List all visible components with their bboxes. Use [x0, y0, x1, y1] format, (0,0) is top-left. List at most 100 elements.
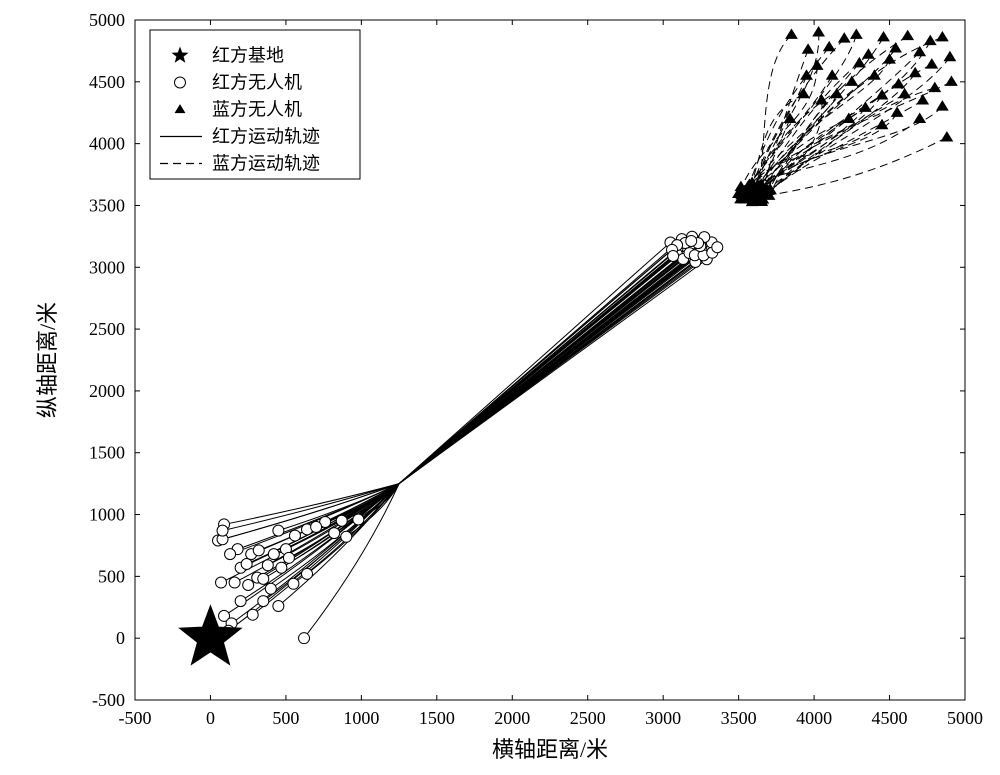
blue-uav-marker — [843, 114, 854, 123]
blue-uav-marker — [884, 54, 895, 63]
red-trajectory — [241, 259, 694, 567]
y-axis-label: 纵轴距离/米 — [35, 302, 60, 418]
legend-label: 红方无人机 — [212, 73, 302, 93]
y-tick-label: 2000 — [89, 381, 125, 401]
blue-uav-marker — [917, 95, 928, 104]
blue-uav-marker — [890, 43, 901, 52]
red-trajectory — [316, 245, 677, 527]
legend: 红方基地红方无人机蓝方无人机红方运动轨迹蓝方运动轨迹 — [150, 30, 360, 179]
y-tick-label: -500 — [92, 690, 125, 710]
blue-uav-marker — [902, 31, 913, 40]
y-tick-label: 3000 — [89, 257, 125, 277]
legend-label: 蓝方运动轨迹 — [212, 154, 320, 174]
legend-label: 红方运动轨迹 — [212, 127, 320, 147]
blue-uav-marker — [944, 52, 955, 61]
chart-svg: -500 0 500 1000 1500 2000 2500 3000 3500 4000 4500… — [0, 0, 1000, 775]
blue-trajectory — [752, 37, 943, 190]
y-tick-label: 5000 — [89, 10, 125, 30]
blue-uav-marker — [846, 76, 857, 85]
red-uav-marker — [247, 609, 258, 620]
blue-uav-marker — [801, 70, 812, 79]
red-uav-marker — [283, 552, 294, 563]
x-tick-label: 3000 — [645, 708, 681, 728]
blue-uav-marker — [899, 89, 910, 98]
y-tick-label: 4500 — [89, 72, 125, 92]
blue-uav-marker — [813, 27, 824, 36]
blue-trajectory — [745, 137, 947, 199]
legend-circle-icon — [175, 77, 186, 88]
blue-uav-marker — [851, 29, 862, 38]
red-uav-marker — [273, 525, 284, 536]
blue-uav-marker — [926, 59, 937, 68]
blue-uav-marker — [860, 102, 871, 111]
x-tick-label: 0 — [206, 708, 215, 728]
red-uav-marker — [329, 528, 340, 539]
red-uav-marker — [353, 514, 364, 525]
x-tick-label: 1000 — [343, 708, 379, 728]
blue-uav-marker — [878, 32, 889, 41]
blue-uav-marker — [812, 60, 823, 69]
blue-uav-marker — [910, 68, 921, 77]
red-trajectory — [223, 246, 704, 539]
red-uav-marker — [258, 573, 269, 584]
x-axis-label: 横轴距离/米 — [492, 737, 608, 762]
blue-trajectory — [758, 57, 950, 197]
blue-uav-marker — [937, 101, 948, 110]
red-uav-marker — [311, 521, 322, 532]
red-uav-marker — [336, 515, 347, 526]
blue-uav-marker — [937, 32, 948, 41]
red-uav-marker — [273, 601, 284, 612]
trajectory-chart: -500 0 500 1000 1500 2000 2500 3000 3500 4000 4500… — [0, 0, 1000, 775]
base-star-marker — [180, 606, 242, 665]
blue-uav-marker — [824, 42, 835, 51]
y-tick-label: 1000 — [89, 505, 125, 525]
blue-uav-marker — [914, 47, 925, 56]
red-uav-end-marker — [668, 251, 679, 262]
legend-label: 红方基地 — [212, 46, 284, 66]
blue-uav-marker — [786, 29, 797, 38]
red-uav-marker — [216, 577, 227, 588]
legend-label: 蓝方无人机 — [212, 100, 302, 120]
x-tick-label: -500 — [119, 708, 152, 728]
red-uav-marker — [265, 583, 276, 594]
y-tick-label: 0 — [116, 628, 125, 648]
y-tick-label: 500 — [98, 566, 125, 586]
x-tick-label: 2000 — [494, 708, 530, 728]
blue-uav-marker — [839, 33, 850, 42]
x-tick-label: 1500 — [419, 708, 455, 728]
blue-trajectory — [758, 41, 931, 186]
red-uav-marker — [225, 549, 236, 560]
red-uav-marker — [229, 577, 240, 588]
red-uav-marker — [243, 580, 254, 591]
blue-uav-marker — [941, 132, 952, 141]
red-trajectory — [278, 256, 673, 531]
red-trajectory — [223, 239, 694, 530]
x-tick-label: 2500 — [570, 708, 606, 728]
red-uav-marker — [288, 578, 299, 589]
red-uav-marker — [276, 562, 287, 573]
red-trajectory — [295, 250, 672, 536]
red-uav-marker — [268, 549, 279, 560]
red-uav-marker — [262, 560, 273, 571]
x-tick-label: 3500 — [721, 708, 757, 728]
blue-uav-marker — [925, 36, 936, 45]
red-uav-marker — [217, 525, 228, 536]
red-uav-marker — [235, 596, 246, 607]
y-tick-label: 3500 — [89, 195, 125, 215]
blue-uav-marker — [914, 114, 925, 123]
x-tick-label: 4000 — [796, 708, 832, 728]
red-uav-marker — [341, 531, 352, 542]
red-trajectory — [268, 237, 692, 565]
x-tick-label: 500 — [272, 708, 299, 728]
y-tick-label: 1500 — [89, 443, 125, 463]
red-uav-marker — [258, 596, 269, 607]
x-tick-label: 5000 — [947, 708, 983, 728]
x-tick-label: 4500 — [872, 708, 908, 728]
y-tick-label: 2500 — [89, 319, 125, 339]
red-uav-end-marker — [712, 242, 723, 253]
blue-uav-marker — [893, 79, 904, 88]
blue-uav-marker — [929, 83, 940, 92]
red-uav-marker — [302, 568, 313, 579]
red-uav-marker — [299, 633, 310, 644]
red-uav-marker — [253, 545, 264, 556]
